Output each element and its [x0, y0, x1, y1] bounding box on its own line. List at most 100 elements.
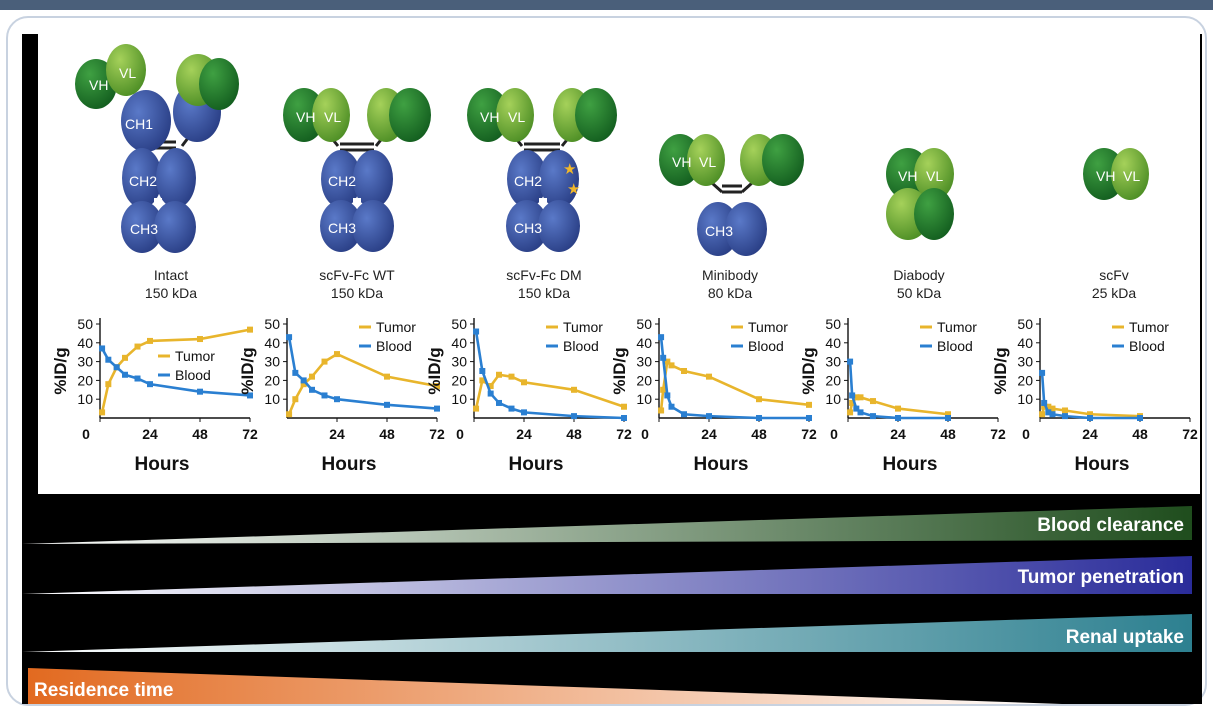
ch2-label: CH2	[129, 173, 157, 189]
vl-label: VL	[324, 109, 341, 125]
legend-label: Blood	[1129, 338, 1165, 354]
vh-label: VH	[672, 154, 691, 170]
format-name: scFv	[1099, 267, 1129, 283]
data-point-tumor	[99, 409, 106, 416]
renal-uptake-label: Renal uptake	[1066, 627, 1184, 648]
data-point-tumor	[134, 343, 141, 350]
y-tick-label: 50	[1017, 316, 1033, 332]
x-tick-label: 72	[990, 426, 1006, 442]
data-point-tumor	[1045, 403, 1052, 410]
ch3-label: CH3	[130, 221, 158, 237]
data-point-blood	[1049, 411, 1056, 418]
y-tick-label: 50	[264, 316, 280, 332]
data-point-tumor	[571, 386, 577, 393]
data-point-blood	[99, 345, 106, 352]
format-labels: Intact 150 kDa scFv-Fc WT 150 kDa scFv-F…	[145, 267, 1136, 301]
data-point-tumor	[508, 373, 515, 380]
ch1-label: CH1	[125, 116, 153, 132]
y-tick-label: 30	[636, 354, 652, 370]
data-point-blood	[321, 392, 328, 399]
vh-label: VH	[1096, 168, 1115, 184]
data-point-blood	[849, 392, 856, 399]
residence-time-bar	[28, 668, 1062, 704]
y-tick-label: 20	[825, 372, 841, 388]
data-point-tumor	[122, 354, 128, 361]
data-point-blood	[479, 368, 486, 374]
data-point-tumor	[1087, 411, 1093, 418]
vl-label: VL	[1123, 168, 1140, 184]
data-point-blood	[134, 375, 141, 382]
y-tick-label: 20	[636, 372, 652, 388]
x-tick-label: 72	[429, 426, 445, 442]
data-point-tumor	[334, 351, 340, 358]
x-axis-label: Hours	[1075, 454, 1130, 475]
data-point-blood	[945, 415, 951, 421]
format-name: Minibody	[702, 267, 758, 283]
data-point-tumor	[487, 383, 494, 390]
data-point-blood	[384, 401, 390, 408]
series-line-blood	[659, 337, 809, 420]
y-axis-label: %ID/g	[991, 347, 1010, 394]
data-point-blood	[197, 388, 203, 395]
x-tick-label: 0	[830, 426, 838, 442]
data-point-blood	[857, 409, 864, 416]
data-point-tumor	[434, 383, 440, 390]
tumor-penetration-label: Tumor penetration	[1018, 567, 1184, 588]
x-tick-label: 48	[192, 426, 208, 442]
data-point-blood	[668, 403, 675, 410]
data-point-tumor	[945, 411, 951, 418]
ch3-label: CH3	[328, 220, 356, 236]
data-point-tumor	[681, 368, 687, 374]
chart-1: 50 40 30 20 10 24 48 72 %ID/g Hours Tumor Blood	[238, 316, 445, 475]
data-point-tumor	[247, 326, 253, 333]
minibody-structure: VH VL CH3	[659, 134, 804, 256]
data-point-blood	[658, 334, 665, 341]
data-point-tumor	[668, 362, 675, 369]
legend-label: Tumor	[376, 319, 416, 335]
data-point-blood	[496, 399, 502, 406]
y-tick-label: 40	[451, 335, 467, 351]
data-point-tumor	[479, 377, 486, 384]
y-tick-label: 40	[636, 335, 652, 351]
chart-0: 50 40 30 20 10 0 24 48 72 %ID/g Hours Tumor Blood	[51, 316, 258, 475]
series-line-blood	[474, 331, 625, 420]
x-tick-label: 24	[701, 426, 717, 442]
data-point-tumor	[321, 358, 328, 365]
antibody-formats-figure: VH VL CH1 CH2 CH3 VH VL CH2 CH3	[22, 34, 1202, 704]
legend-label: Blood	[748, 338, 784, 354]
y-tick-label: 20	[1017, 372, 1033, 388]
residence-time-label: Residence time	[34, 680, 173, 701]
data-point-blood	[473, 328, 480, 335]
y-tick-label: 20	[451, 372, 467, 388]
data-point-blood	[1137, 415, 1143, 421]
data-point-blood	[1041, 399, 1048, 406]
data-point-tumor	[286, 411, 293, 418]
vh-label: VH	[296, 109, 315, 125]
x-axis-label: Hours	[322, 454, 377, 475]
data-point-blood	[521, 409, 527, 416]
x-axis-label: Hours	[883, 454, 938, 475]
y-tick-label: 30	[77, 354, 93, 370]
y-tick-label: 50	[825, 316, 841, 332]
data-point-tumor	[849, 399, 856, 406]
x-tick-label: 48	[566, 426, 582, 442]
x-tick-label: 72	[242, 426, 258, 442]
data-point-blood	[292, 369, 299, 376]
data-point-blood	[1045, 409, 1052, 416]
data-point-blood	[334, 396, 340, 403]
data-point-tumor	[621, 403, 627, 410]
x-tick-label: 48	[1132, 426, 1148, 442]
diabody-structure: VH VL	[886, 148, 954, 240]
legend-label: Blood	[563, 338, 599, 354]
data-point-blood	[105, 356, 112, 363]
data-point-blood	[508, 405, 515, 412]
y-tick-label: 50	[636, 316, 652, 332]
x-tick-label: 0	[82, 426, 90, 442]
data-point-tumor	[197, 336, 203, 343]
data-point-tumor	[895, 405, 901, 412]
ch2-label: CH2	[328, 173, 356, 189]
intact-antibody-structure: VH VL CH1 CH2 CH3	[75, 44, 239, 253]
data-point-blood	[1039, 369, 1046, 376]
x-tick-label: 24	[1082, 426, 1098, 442]
blood-clearance-label: Blood clearance	[1037, 515, 1184, 536]
